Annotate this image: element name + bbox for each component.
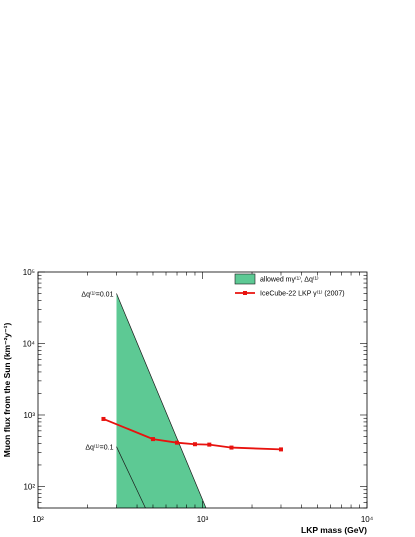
data-point [101, 416, 106, 421]
data-point [278, 447, 283, 452]
data-point [229, 445, 234, 450]
legend-label-allowed-region: allowed mγ⁽¹⁾, Δq⁽¹⁾ [260, 276, 319, 284]
x-tick-label: 10⁴ [361, 515, 374, 524]
plot-frame [37, 271, 368, 509]
allowed-region-layer [116, 293, 207, 509]
data-point [207, 442, 212, 447]
legend-label-icecube: IceCube-22 LKP γ⁽¹⁾ (2007) [260, 290, 345, 298]
y-axis-label: Muon flux from the Sun (km⁻²y⁻¹) [2, 323, 12, 458]
axis-tick-labels: 10² 10³ 10⁴ 10² 10³ 10⁴ 10⁵ [23, 268, 374, 524]
x-axis-label: LKP mass (GeV) [301, 525, 367, 535]
legend-swatch-allowed-region [234, 273, 256, 285]
axis-ticks [37, 271, 368, 509]
y-tick-label: 10⁴ [23, 339, 36, 348]
annotation-delta-0.1: Δq⁽¹⁾=0.1 [85, 444, 113, 452]
legend: allowed mγ⁽¹⁾, Δq⁽¹⁾ IceCube-22 LKP γ⁽¹⁾… [234, 273, 345, 298]
legend-swatch-icecube-marker [243, 291, 247, 295]
y-tick-label: 10⁵ [23, 268, 35, 277]
allowed-region-edge-line-0 [116, 293, 207, 509]
y-tick-label: 10² [23, 482, 35, 491]
data-point [175, 440, 180, 445]
series-layer [101, 416, 283, 452]
annotations: Δq⁽¹⁾=0.01 Δq⁽¹⁾=0.1 [81, 291, 113, 452]
data-point [150, 437, 155, 442]
data-point [192, 442, 197, 447]
allowed-region-edge-line-1 [116, 446, 146, 509]
y-tick-label: 10³ [23, 411, 35, 420]
annotation-delta-0.01: Δq⁽¹⁾=0.01 [81, 291, 113, 299]
x-tick-label: 10³ [197, 515, 209, 524]
x-tick-label: 10² [32, 515, 44, 524]
